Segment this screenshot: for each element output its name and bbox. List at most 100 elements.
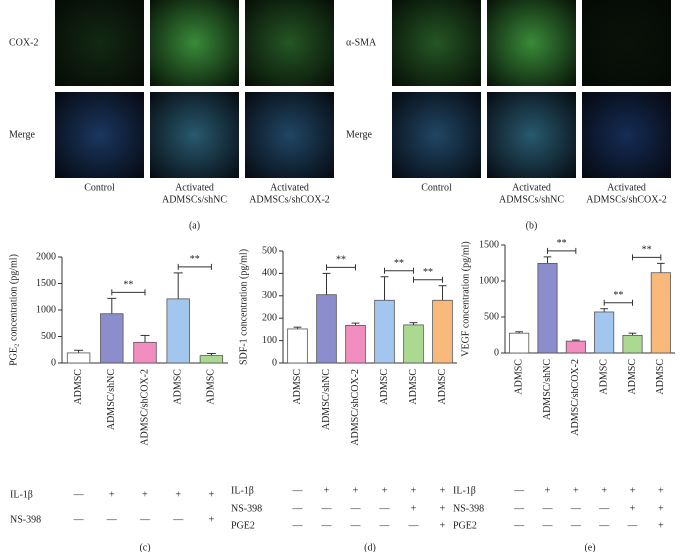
x-tick-label: ADMSC [172,369,183,405]
treatment-value: + [440,520,446,531]
significance-label: ** [423,267,433,278]
y-tick-label: 1500 [479,239,499,250]
significance-label: ** [557,238,567,249]
y-tick-label: 300 [262,290,277,301]
panel-label: (e) [584,542,595,552]
significance-label: ** [336,255,346,266]
treatment-label: PGE2 [453,520,477,531]
y-tick-label: 500 [262,245,277,256]
x-tick-label: ADMSC [408,369,419,405]
treatment-value: — [172,514,184,525]
y-axis-label: PGE₂ concentration (pg/ml) [8,254,19,366]
row-label: Merge [346,129,372,140]
micrograph-signal [55,0,144,86]
treatment-value: + [175,489,181,500]
row-label: α-SMA [346,37,377,48]
treatment-value: — [292,503,304,514]
column-label: ADMSCs/shNC [162,194,227,205]
column-label: Activated [175,182,214,193]
y-tick-label: 2000 [36,251,56,262]
treatment-value: + [142,489,148,500]
treatment-label: IL-1β [453,485,476,496]
treatment-value: — [598,520,610,531]
treatment-value: + [440,485,446,496]
y-tick-label: 500 [41,331,56,342]
x-tick-label: ADMSC [437,369,448,405]
bar [287,328,308,364]
panel-label: (d) [364,542,376,552]
x-tick-label: ADMSC [627,359,638,395]
bar [594,311,615,354]
y-tick-label: 200 [262,312,277,323]
column-label: Control [421,182,452,193]
column-label: ADMSCs/shCOX-2 [249,194,330,205]
x-tick-label: ADMSC [513,359,524,395]
x-tick-label: ADMSC [655,359,666,395]
treatment-value: — [139,514,151,525]
y-tick-label: 1000 [36,304,56,315]
micrograph-signal [150,0,239,86]
bar [509,332,530,354]
panel-label: (b) [526,220,538,231]
row-label: Merge [9,129,35,140]
treatment-value: + [209,514,215,525]
panel-label: (a) [189,220,200,231]
treatment-value: + [630,503,636,514]
treatment-value: — [321,520,333,531]
y-tick-label: 400 [262,268,277,279]
treatment-value: — [350,520,362,531]
micrograph-overlay [245,92,334,178]
y-tick-label: 0 [494,347,499,358]
x-tick-label: ADMSC/shCOX-2 [139,369,150,446]
treatment-value: — [379,520,391,531]
x-tick-label: ADMSC/shCOX-2 [570,359,581,436]
y-tick-label: 1000 [479,275,499,286]
bar [432,299,453,364]
treatment-value: — [570,520,582,531]
column-label: Activated [270,182,309,193]
treatment-value: + [411,503,417,514]
treatment-value: — [292,520,304,531]
treatment-value: + [658,520,664,531]
bar [650,272,671,354]
x-tick-label: ADMSC [292,369,303,405]
treatment-value: + [573,485,579,496]
column-label: Control [84,182,115,193]
treatment-value: — [513,520,525,531]
bar [565,340,586,354]
treatment-value: + [324,485,330,496]
bar [166,298,190,364]
significance-label: ** [642,245,652,256]
bar [537,262,558,354]
treatment-label: PGE2 [231,520,255,531]
x-tick-label: ADMSC/shNC [542,359,553,420]
bar [316,294,337,364]
significance-label: ** [394,258,404,269]
treatment-value: + [382,485,388,496]
treatment-label: IL-1β [10,489,33,500]
y-tick-label: 1500 [36,278,56,289]
micrograph-signal [392,0,481,86]
treatment-value: — [542,503,554,514]
panel-label: (c) [139,542,150,552]
treatment-value: — [598,503,610,514]
treatment-value: + [545,485,551,496]
x-tick-label: ADMSC [379,369,390,405]
significance-label: ** [613,290,623,301]
micrograph-signal [582,92,671,178]
treatment-value: — [513,503,525,514]
significance-label: ** [190,254,200,265]
treatment-value: — [513,485,525,496]
treatment-value: — [350,503,362,514]
treatment-value: + [630,485,636,496]
y-axis-label: SDF-1 concentration (pg/ml) [238,249,249,365]
treatment-value: + [353,485,359,496]
y-tick-label: 0 [272,357,277,368]
treatment-value: — [292,485,304,496]
x-tick-label: ADMSC [598,359,609,395]
column-label: Activated [607,182,646,193]
treatment-value: — [627,520,639,531]
x-tick-label: ADMSC [73,369,84,405]
column-label: ADMSCs/shCOX-2 [586,194,667,205]
y-axis-label: VEGF concentration (pg/ml) [460,241,471,357]
